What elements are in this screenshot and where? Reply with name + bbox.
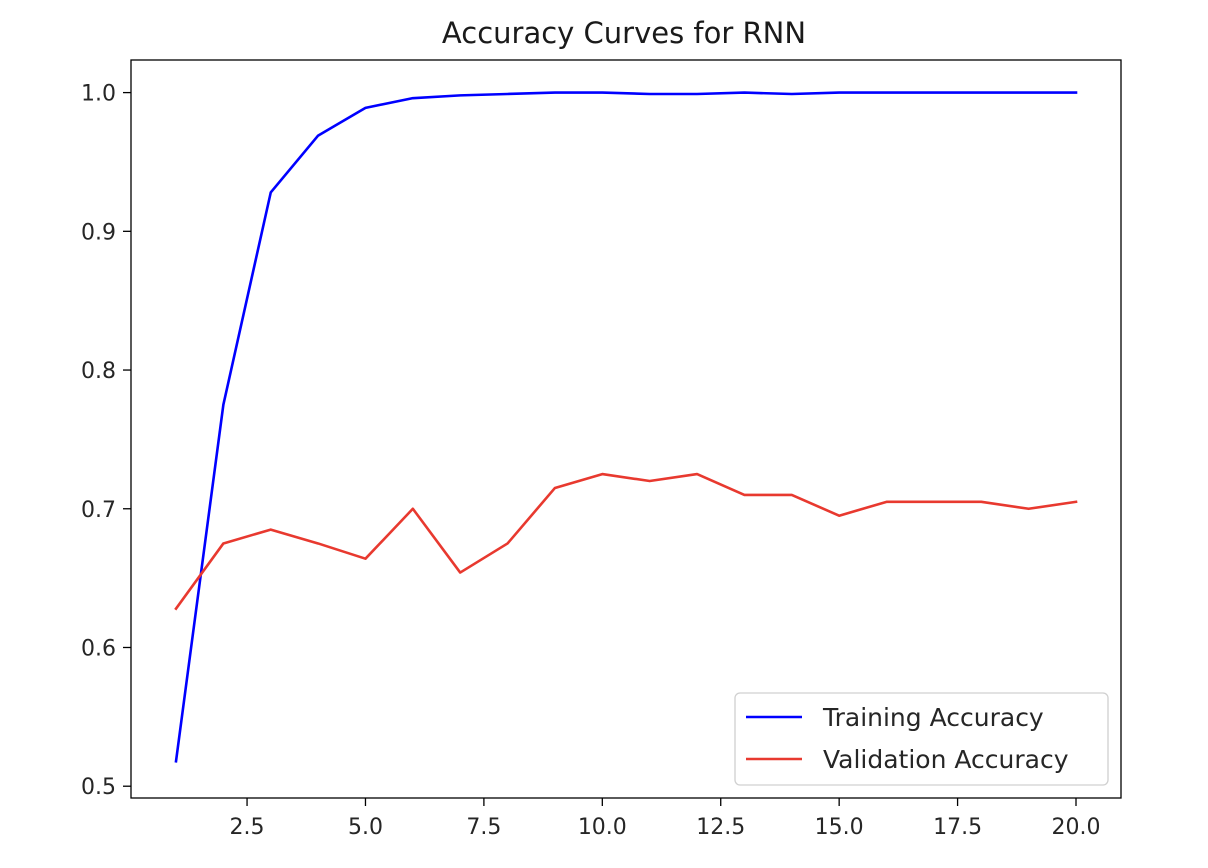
y-tick-label: 0.5 xyxy=(81,775,116,800)
legend-label: Validation Accuracy xyxy=(823,745,1069,774)
x-tick-label: 15.0 xyxy=(815,815,864,840)
x-tick-label: 7.5 xyxy=(466,815,501,840)
y-tick-label: 0.6 xyxy=(81,636,116,661)
plot-border xyxy=(130,59,1122,799)
series-layer xyxy=(174,91,1078,763)
x-tick-label: 20.0 xyxy=(1052,815,1101,840)
y-tick-label: 0.9 xyxy=(81,220,116,245)
y-tick-label: 1.0 xyxy=(81,82,116,107)
x-tick-label: 5.0 xyxy=(348,815,383,840)
x-tick-label: 17.5 xyxy=(933,815,982,840)
series-line-validation-accuracy xyxy=(174,472,1078,611)
y-tick-label: 0.7 xyxy=(81,498,116,523)
y-tick-label: 0.8 xyxy=(81,359,116,384)
x-tick-label: 2.5 xyxy=(230,815,265,840)
series-line-training-accuracy xyxy=(174,91,1078,763)
x-tick-label: 10.0 xyxy=(578,815,627,840)
chart-title: Accuracy Curves for RNN xyxy=(442,16,806,50)
legend-box xyxy=(734,692,1109,786)
plot-area xyxy=(131,60,1121,798)
y-axis: 0.5 0.6 0.7 0.8 0.9 1.0 xyxy=(81,82,131,800)
legend: Training Accuracy Validation Accuracy xyxy=(734,692,1109,786)
x-axis: 2.5 5.0 7.5 10.0 12.5 15.0 17.5 20.0 xyxy=(230,798,1101,840)
legend-label: Training Accuracy xyxy=(822,703,1044,732)
x-tick-label: 12.5 xyxy=(696,815,745,840)
